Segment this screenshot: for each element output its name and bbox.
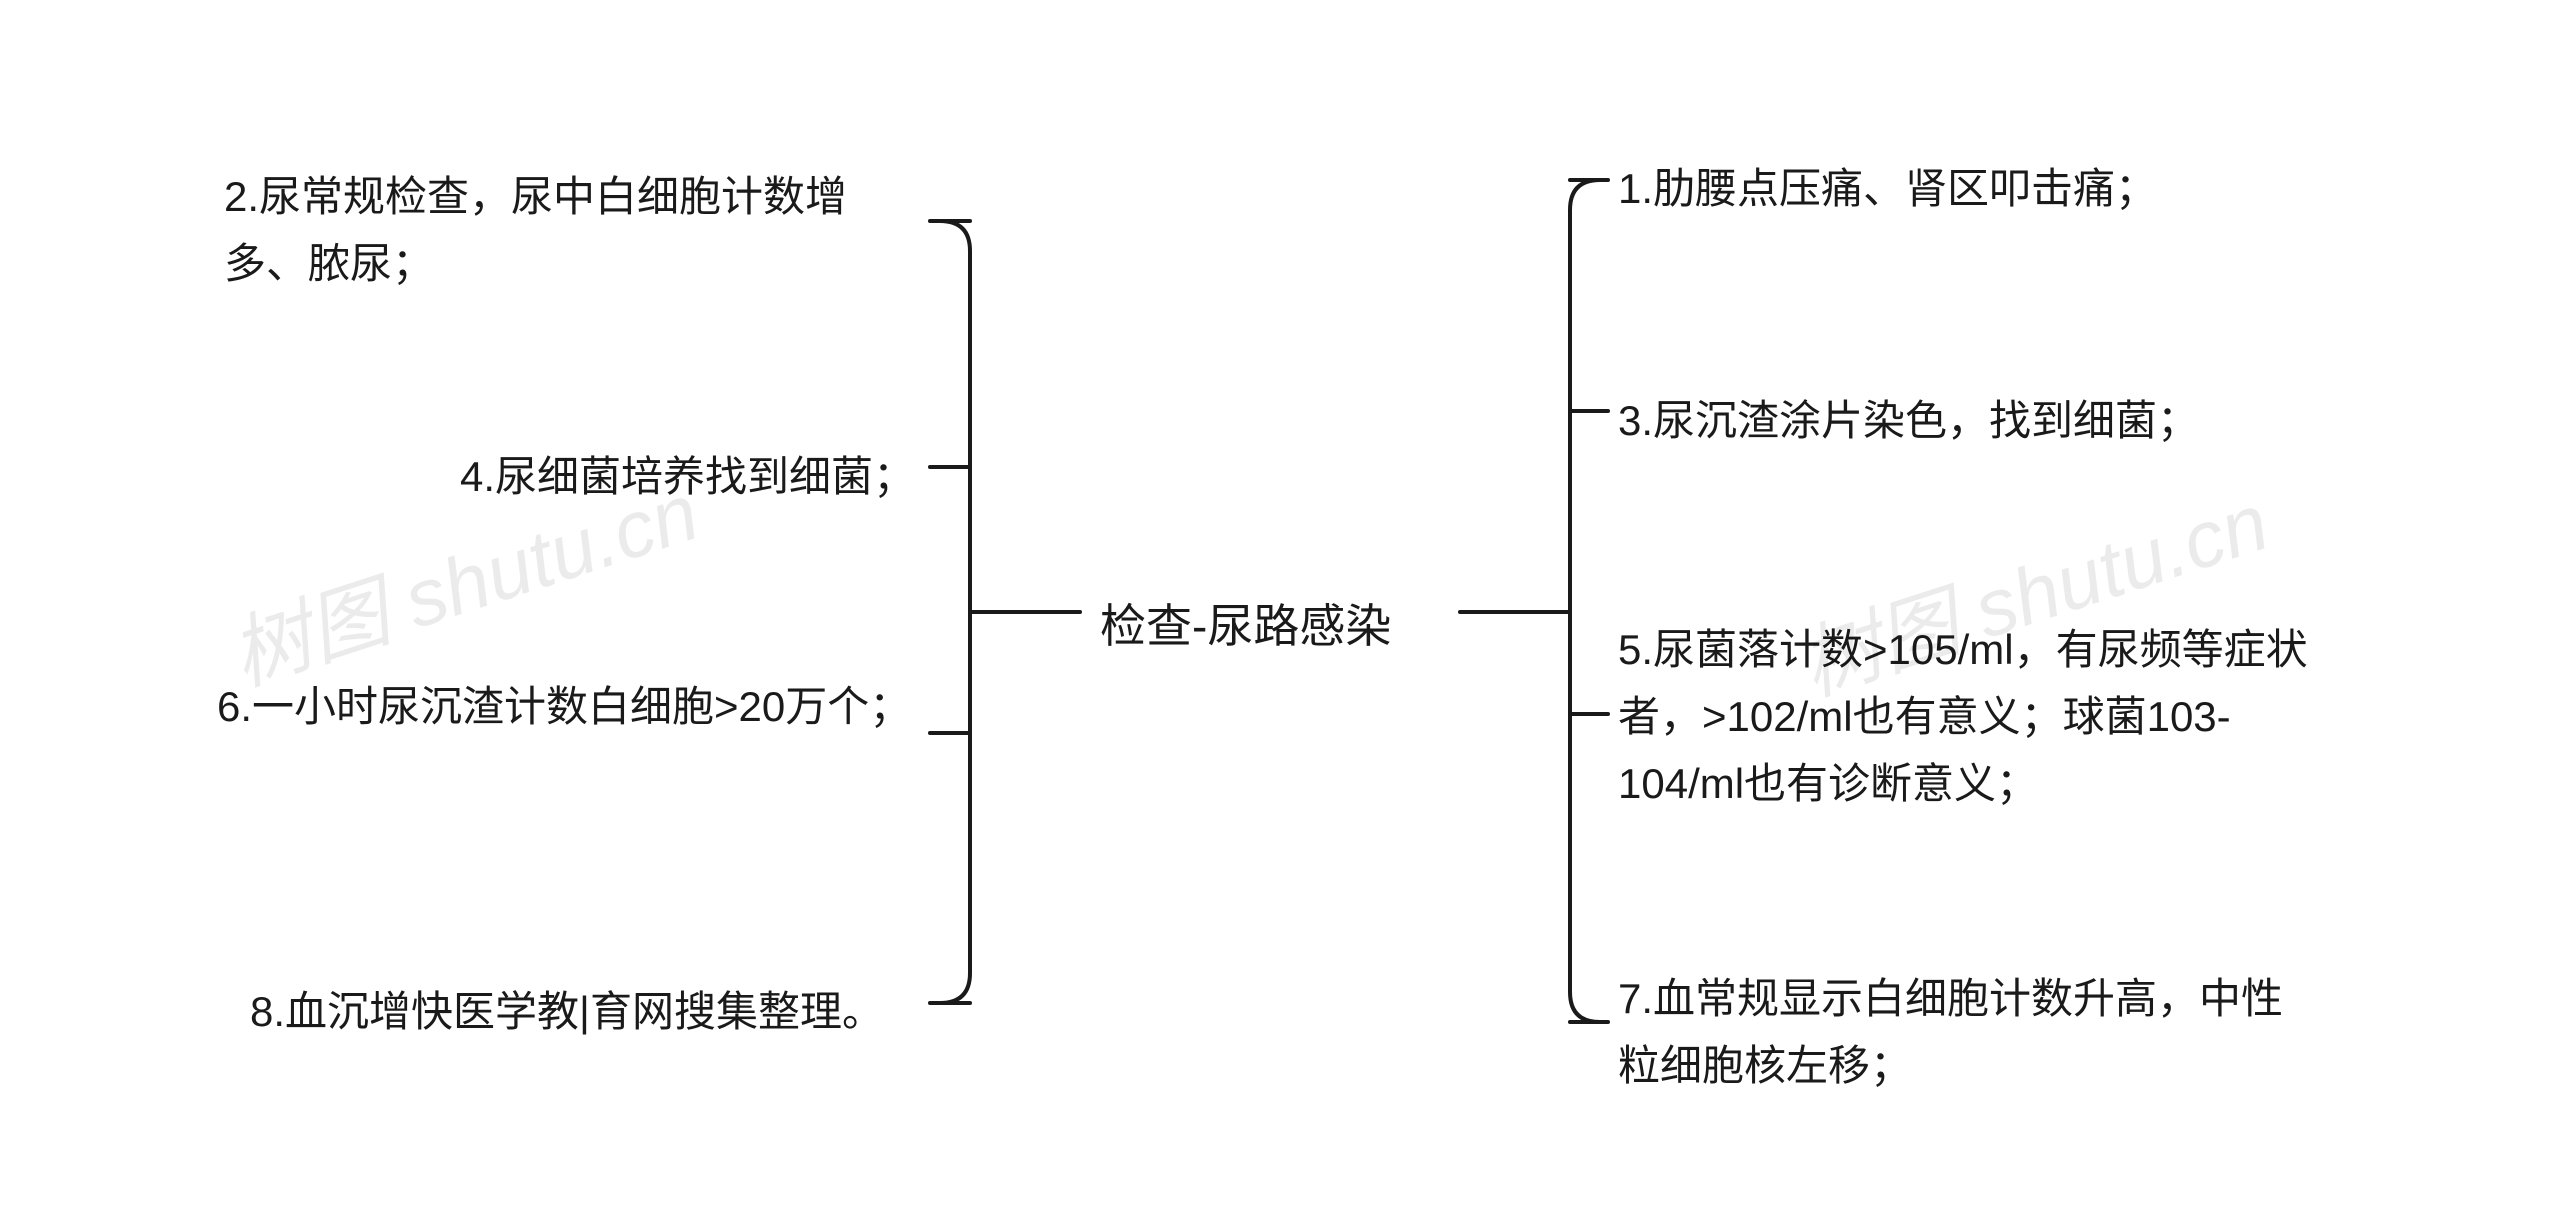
- right-branch-3: 5.尿菌落计数>105/ml，有尿频等症状者，>102/ml也有意义；球菌103…: [1618, 616, 2338, 818]
- right-branch-1: 1.肋腰点压痛、肾区叩击痛；: [1618, 155, 2218, 222]
- right-branch-4: 7.血常规显示白细胞计数升高，中性粒细胞核左移；: [1618, 965, 2318, 1099]
- left-branch-3: 6.一小时尿沉渣计数白细胞>20万个；: [217, 673, 917, 740]
- right-branch-2: 3.尿沉渣涂片染色，找到细菌；: [1618, 387, 2248, 454]
- left-branch-4: 8.血沉增快医学教|育网搜集整理。: [250, 978, 930, 1045]
- left-branch-2: 4.尿细菌培养找到细菌；: [460, 443, 930, 510]
- mindmap-center-node: 检查-尿路感染: [1100, 590, 1391, 656]
- left-branch-1: 2.尿常规检查，尿中白细胞计数增多、脓尿；: [224, 163, 924, 297]
